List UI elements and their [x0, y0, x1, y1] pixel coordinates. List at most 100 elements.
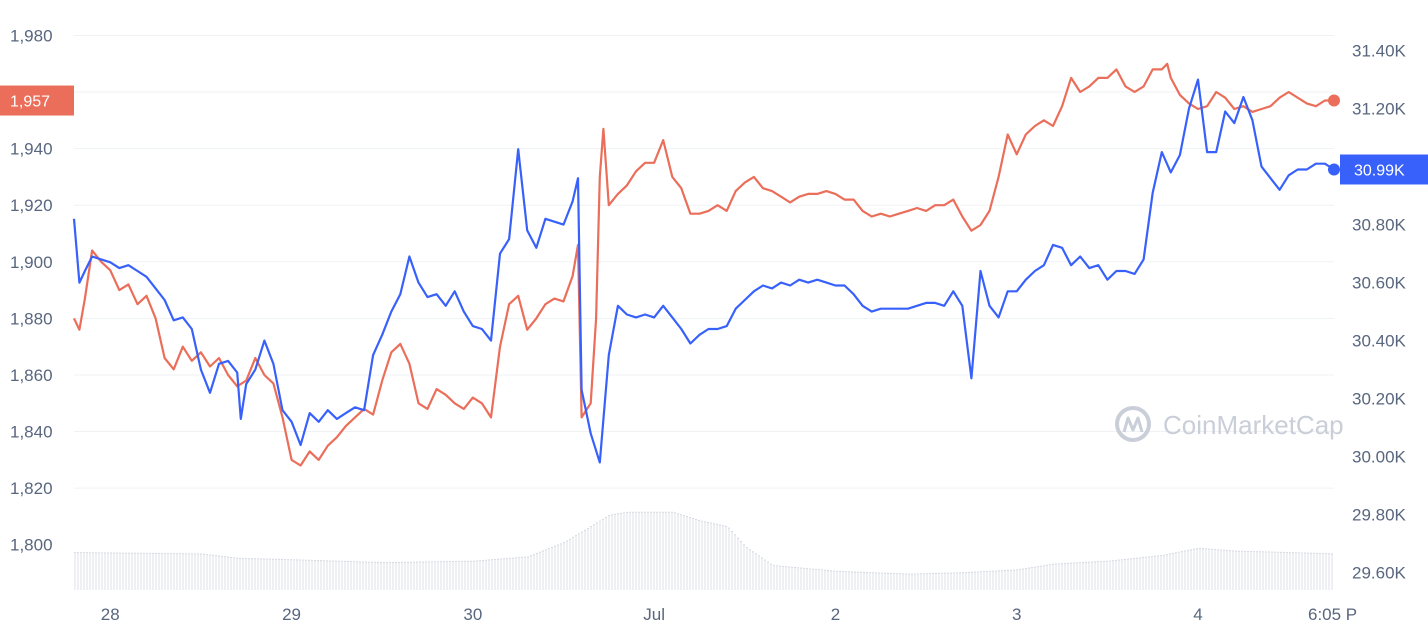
volume-bar — [140, 553, 142, 590]
btc-last-point — [1328, 163, 1340, 176]
volume-bar — [1322, 553, 1324, 590]
volume-bar — [980, 571, 982, 590]
right-tick-label: 29.60K — [1352, 564, 1407, 583]
volume-bar — [356, 561, 358, 590]
watermark: CoinMarketCap — [1115, 406, 1344, 442]
volume-bar — [1289, 552, 1291, 590]
volume-bar — [1331, 553, 1333, 590]
volume-bar — [443, 561, 445, 590]
volume-bar — [986, 571, 988, 590]
volume-bar — [215, 555, 217, 590]
volume-bar — [416, 562, 418, 590]
volume-bar — [983, 571, 985, 590]
volume-bar — [1049, 564, 1051, 590]
right-tick-label: 30.00K — [1352, 448, 1407, 467]
volume-bar — [497, 559, 499, 590]
volume-bar — [896, 573, 898, 590]
volume-bar — [326, 560, 328, 590]
right-axis: 31.40K 31.20K 30.80K 30.60K 30.40K 30.20K 30.0… — [1352, 42, 1407, 583]
volume-bar — [1268, 552, 1270, 590]
volume-bar — [653, 512, 655, 590]
volume-bar — [788, 566, 790, 590]
volume-bar — [266, 559, 268, 590]
volume-bar — [566, 540, 568, 590]
volume-bar — [1193, 549, 1195, 590]
volume-bar — [941, 573, 943, 590]
eth-last-point — [1328, 94, 1340, 107]
volume-bar — [470, 561, 472, 590]
volume-bar — [116, 553, 118, 590]
volume-bar — [341, 561, 343, 590]
volume-bar — [1190, 549, 1192, 590]
volume-bar — [269, 559, 271, 590]
volume-bar — [317, 560, 319, 590]
volume-bar — [1115, 560, 1117, 590]
volume-bar — [398, 562, 400, 590]
volume-bar — [608, 515, 610, 590]
volume-bar — [893, 573, 895, 590]
volume-bar — [248, 558, 250, 590]
volume-bar — [557, 545, 559, 590]
volume-bar — [740, 541, 742, 590]
volume-bar — [737, 538, 739, 590]
volume-bar — [1085, 562, 1087, 590]
volume-bar — [644, 512, 646, 590]
volume-bar — [581, 532, 583, 590]
volume-bar — [1292, 552, 1294, 590]
volume-bar — [1091, 562, 1093, 590]
volume-bar — [452, 561, 454, 590]
volume-bar — [461, 561, 463, 590]
volume-bar — [842, 571, 844, 590]
volume-bar — [152, 553, 154, 590]
volume-bar — [446, 561, 448, 590]
volume-bar — [158, 553, 160, 590]
volume-bar — [1079, 562, 1081, 590]
volume-bar — [449, 561, 451, 590]
volume-bar — [1295, 552, 1297, 590]
volume-bar — [1088, 562, 1090, 590]
volume-bar — [89, 552, 91, 590]
right-tick-label: 31.20K — [1352, 100, 1407, 119]
volume-bar — [584, 530, 586, 590]
volume-bar — [161, 553, 163, 590]
volume-bar — [206, 554, 208, 590]
volume-bar — [602, 519, 604, 590]
volume-bar — [629, 512, 631, 590]
x-tick-label: 28 — [101, 605, 120, 624]
volume-bar — [1070, 563, 1072, 590]
volume-bar — [1178, 552, 1180, 590]
volume-bar — [1094, 561, 1096, 590]
volume-bar — [383, 562, 385, 590]
btc-current-label: 30.99K — [1354, 163, 1405, 180]
volume-bar — [752, 551, 754, 590]
volume-bar — [548, 548, 550, 590]
volume-bar — [533, 554, 535, 590]
volume-bar — [542, 551, 544, 590]
volume-bar — [1208, 549, 1210, 590]
volume-bar — [296, 559, 298, 590]
volume-bar — [1319, 553, 1321, 590]
volume-bar — [359, 561, 361, 590]
volume-bar — [1232, 550, 1234, 590]
volume-bar — [179, 553, 181, 590]
volume-bar — [572, 537, 574, 590]
volume-bar — [989, 571, 991, 590]
volume-bar — [293, 559, 295, 590]
volume-bar — [830, 570, 832, 590]
volume-bar — [302, 560, 304, 590]
volume-bar — [1046, 565, 1048, 590]
volume-bar — [683, 515, 685, 590]
volume-bar — [692, 518, 694, 590]
volume-bar — [1274, 552, 1276, 590]
volume-bar — [260, 558, 262, 590]
volume-bar — [959, 572, 961, 590]
volume-bar — [638, 512, 640, 590]
volume-bar — [1235, 551, 1237, 590]
volume-bar — [1010, 570, 1012, 590]
volume-bar — [1142, 557, 1144, 590]
volume-bar — [1202, 548, 1204, 590]
volume-bar — [992, 571, 994, 590]
volume-bar — [761, 557, 763, 590]
